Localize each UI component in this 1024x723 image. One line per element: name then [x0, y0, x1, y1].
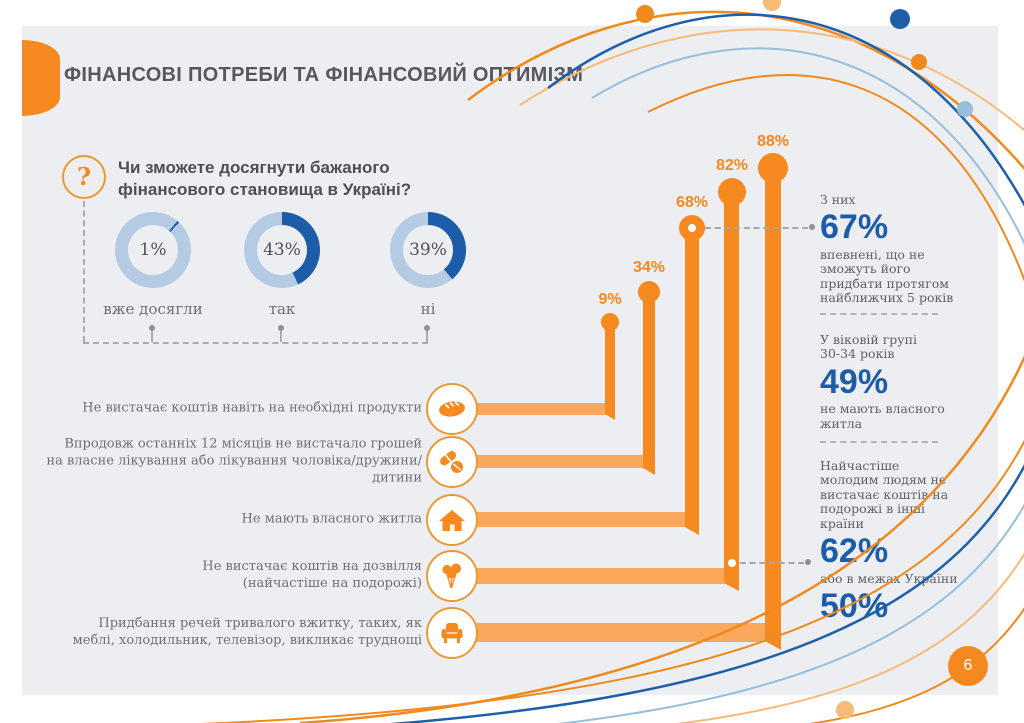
donut-label-achieved: вже досягли: [103, 300, 203, 318]
bar-value-label: 88%: [756, 133, 790, 150]
donut-chart-no: 39%: [390, 212, 466, 288]
bar-connector: [452, 568, 724, 584]
bar-category-label: Не вистачає коштів на дозвілля (найчасті…: [202, 559, 422, 591]
leader-dot: [805, 559, 811, 565]
bar-88pct: [765, 168, 781, 650]
donut-value: 39%: [403, 225, 453, 275]
connector-dot: [149, 325, 155, 331]
leader-line: [740, 562, 804, 564]
note-separator: [820, 313, 938, 315]
page-title: ФІНАНСОВІ ПОТРЕБИ ТА ФІНАНСОВИЙ ОПТИМІЗМ: [64, 64, 584, 86]
note-intro: У віковій групі 30-34 років: [820, 332, 917, 362]
bar-cap: [638, 281, 660, 303]
note-49pct: У віковій групі 30-34 років 49% не мають…: [820, 332, 988, 431]
curve-dot-orange: [636, 5, 654, 23]
note-intro: Найчастіше молодим людям не вистачає кош…: [820, 458, 949, 531]
connector-line: [83, 201, 85, 342]
title-bullet-shape: [22, 40, 60, 116]
connector-dot: [278, 325, 284, 331]
bar-category-label: Придбання речей тривалого вжитку, таких,…: [72, 616, 422, 648]
donut-label-no: ні: [420, 300, 436, 318]
note-body: впевнені, що не зможуть його придбати пр…: [820, 247, 954, 306]
bar-connector: [452, 512, 685, 527]
connector-line: [83, 342, 428, 344]
note-intro: З них: [820, 192, 856, 207]
donut-chart-yes: 43%: [244, 212, 320, 288]
bar-82pct: [724, 192, 739, 591]
leader-dot: [688, 224, 696, 232]
bar-cap: [601, 313, 619, 331]
leader-line: [705, 227, 808, 229]
bar-34pct: [643, 292, 655, 475]
donut-value: 43%: [257, 225, 307, 275]
donut-label-yes: так: [268, 300, 296, 318]
page-number-badge: 6: [948, 646, 988, 686]
bar-connector: [452, 455, 643, 468]
note-separator: [820, 441, 938, 443]
curve-dot-light-orange: [763, 0, 781, 11]
note-big-value-2: 50%: [820, 586, 889, 625]
connector-line: [151, 331, 153, 342]
bar-value-label: 34%: [632, 259, 666, 276]
note-body: не мають власного житла: [820, 401, 945, 431]
armchair-icon: [426, 607, 478, 659]
bar-68pct: [685, 228, 699, 535]
question-text: Чи зможете досягнути бажаного фінансовог…: [118, 158, 412, 200]
note-big-value: 49%: [820, 362, 889, 401]
leader-dot: [728, 559, 736, 567]
donut-chart-achieved: 1%: [115, 212, 191, 288]
question-mark-glyph: ?: [76, 162, 92, 191]
leader-dot: [809, 224, 815, 230]
balloons-icon: [426, 550, 478, 602]
bar-9pct: [605, 322, 615, 420]
note-62pct: Найчастіше молодим людям не вистачає кош…: [820, 458, 988, 627]
bar-category-label: Не вистачає коштів навіть на необхідні п…: [82, 400, 422, 416]
bread-icon: [426, 383, 478, 435]
curve-dot-light-orange: [836, 701, 854, 719]
house-icon: [426, 494, 478, 546]
note-big-value: 67%: [820, 208, 889, 247]
question-mark-icon: ?: [62, 155, 106, 199]
note-big-value: 62%: [820, 531, 889, 570]
bar-connector: [452, 623, 765, 642]
connector-line: [280, 331, 282, 342]
donut-value: 1%: [128, 225, 178, 275]
connector-line: [426, 331, 428, 342]
bar-category-label: Впродовж останніх 12 місяців не вистачал…: [46, 436, 422, 486]
bar-category-label: Не мають власного житла: [241, 511, 422, 527]
bar-value-label: 9%: [598, 291, 622, 308]
bar-value-label: 68%: [675, 194, 709, 211]
connector-dot: [424, 325, 430, 331]
note-67pct: З них 67% впевнені, що не зможуть його п…: [820, 192, 988, 306]
pills-icon: [426, 436, 478, 488]
bar-value-label: 82%: [715, 157, 749, 174]
note-body: або в межах України: [820, 570, 958, 586]
